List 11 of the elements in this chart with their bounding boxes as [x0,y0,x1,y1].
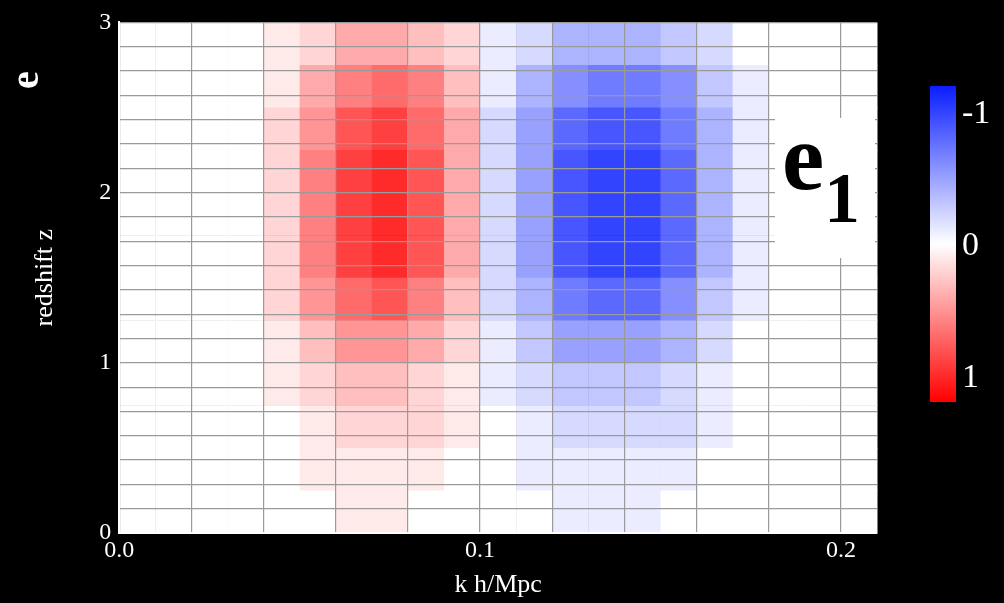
x-axis-title: k h/Mpc [454,569,542,599]
color-bar-label: -1 [962,93,991,131]
x-tick-label: 0.2 [825,535,856,562]
color-bar-label: 1 [962,356,979,394]
x-tick-label: 0.1 [465,535,496,562]
y-tick-label: 3 [99,7,112,34]
y-tick-label: 2 [99,177,112,204]
y-tick-label: 1 [99,348,112,375]
y-axis-title: redshift z [29,228,59,327]
text: e [2,71,48,89]
color-bar-label: 0 [962,225,979,262]
